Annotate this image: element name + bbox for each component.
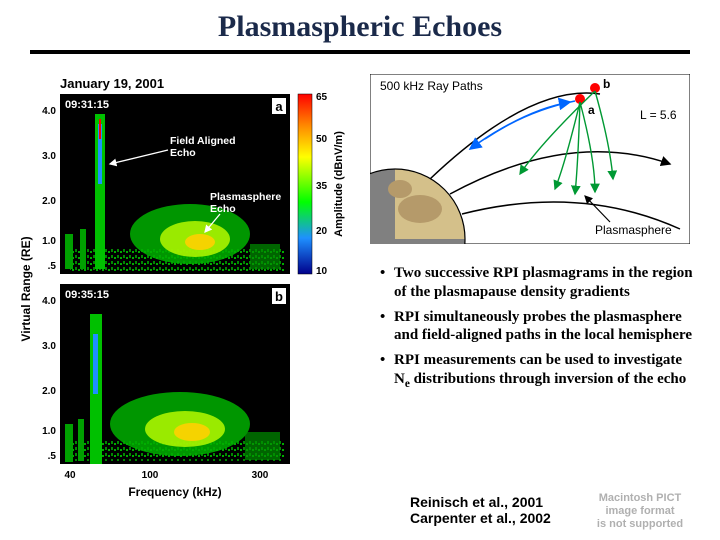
content-area: Virtual Range (RE) January 19, 2001	[0, 64, 720, 540]
svg-text:50: 50	[316, 134, 328, 145]
svg-text:2.0: 2.0	[42, 196, 56, 207]
bullet-item: Two successive RPI plasmagrams in the re…	[380, 264, 700, 302]
raypath-svg: 500 kHz Ray Paths	[370, 74, 690, 244]
slide-root: Plasmaspheric Echoes Virtual Range (RE) …	[0, 0, 720, 540]
svg-text:3.0: 3.0	[42, 341, 56, 352]
svg-text:100: 100	[142, 470, 159, 481]
panel-a-yticks: .5 1.0 2.0 3.0 4.0	[42, 106, 56, 272]
plasmagram-svg: Virtual Range (RE) January 19, 2001	[20, 74, 350, 504]
svg-text:1.0: 1.0	[42, 426, 56, 437]
bullet-item: RPI measurements can be used to investig…	[380, 351, 700, 391]
svg-text:.5: .5	[48, 451, 57, 462]
placeholder-line: Macintosh PICT	[580, 492, 700, 505]
svg-text:2.0: 2.0	[42, 386, 56, 397]
svg-text:40: 40	[64, 470, 76, 481]
placeholder-line: image format	[580, 505, 700, 518]
anno-pse2: Echo	[210, 203, 236, 215]
bullet-text: Two successive RPI plasmagrams in the re…	[394, 265, 693, 300]
svg-text:35: 35	[316, 181, 328, 192]
raypath-title: 500 kHz Ray Paths	[380, 79, 483, 93]
bullet-text: RPI simultaneously probes the plasmasphe…	[394, 309, 692, 344]
slide-title: Plasmaspheric Echoes	[0, 0, 720, 50]
y-axis-label: Virtual Range (RE)	[20, 236, 33, 341]
panel-b-yticks: .5 1.0 2.0 3.0 4.0	[42, 296, 56, 462]
panel-b-time: 09:35:15	[65, 289, 109, 301]
panel-a-time: 09:31:15	[65, 99, 109, 111]
svg-text:300: 300	[252, 470, 269, 481]
anno-fae: Field Aligned	[170, 135, 236, 147]
bullet-list: Two successive RPI plasmagrams in the re…	[360, 264, 700, 397]
svg-text:4.0: 4.0	[42, 106, 56, 117]
anno-pse: Plasmasphere	[210, 191, 281, 203]
pict-placeholder: Macintosh PICT image format is not suppo…	[580, 492, 700, 532]
colorbar-label: Amplitude (dBnV/m)	[333, 131, 345, 237]
svg-text:10: 10	[316, 266, 328, 277]
x-axis-label: Frequency (kHz)	[128, 485, 221, 499]
svg-text:20: 20	[316, 226, 328, 237]
svg-text:.5: .5	[48, 261, 57, 272]
date-label: January 19, 2001	[60, 76, 164, 91]
point-b-label: b	[603, 77, 610, 91]
svg-text:1.0: 1.0	[42, 236, 56, 247]
l-label: L = 5.6	[640, 108, 677, 122]
bullet-item: RPI simultaneously probes the plasmasphe…	[380, 308, 700, 346]
citations: Reinisch et al., 2001 Carpenter et al., …	[410, 494, 551, 526]
colorbar	[298, 94, 312, 274]
panel-b-tag: b	[275, 289, 283, 304]
bullet-text: RPI measurements can be used to investig…	[394, 352, 686, 387]
anno-fae2: Echo	[170, 147, 196, 159]
panel-a-tag: a	[275, 99, 283, 114]
svg-text:65: 65	[316, 92, 328, 103]
citation-line: Carpenter et al., 2002	[410, 510, 551, 526]
citation-line: Reinisch et al., 2001	[410, 494, 551, 510]
colorbar-ticks: 10 20 35 50 65	[316, 92, 328, 277]
x-ticks: 40 100 300	[64, 470, 268, 481]
point-a-label: a	[588, 103, 595, 117]
svg-text:3.0: 3.0	[42, 151, 56, 162]
raypath-panel: 500 kHz Ray Paths	[370, 74, 690, 244]
plasmagram-panel: Virtual Range (RE) January 19, 2001	[20, 74, 350, 504]
title-underline	[30, 50, 690, 54]
placeholder-line: is not supported	[580, 518, 700, 531]
plasmasphere-label: Plasmasphere	[595, 223, 672, 237]
svg-text:4.0: 4.0	[42, 296, 56, 307]
